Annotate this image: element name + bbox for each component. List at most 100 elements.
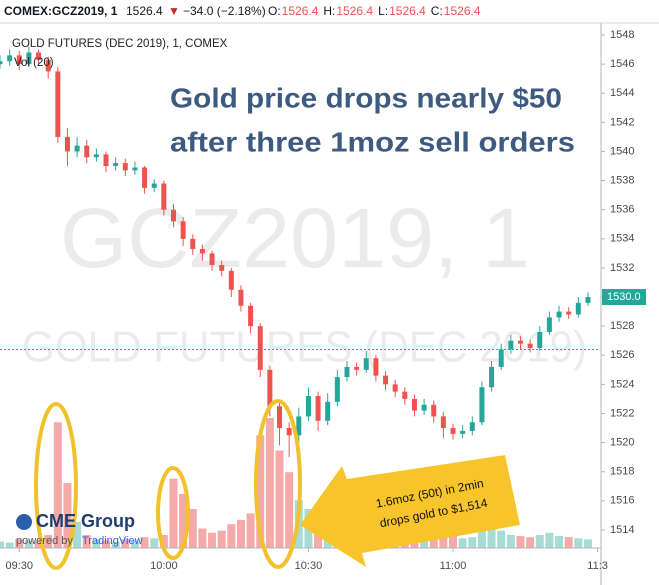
price-marker-label: 1530.0 — [607, 291, 641, 303]
x-tick-label: 09:30 — [6, 560, 34, 572]
credit: powered by — [16, 535, 73, 547]
x-tick-label: 10:30 — [295, 560, 323, 572]
volume-bar — [188, 509, 197, 548]
volume-bar — [526, 537, 535, 548]
candle-body — [238, 289, 244, 306]
candle-body — [315, 396, 321, 421]
y-tick-label: 1518 — [610, 466, 634, 478]
candle-body — [411, 398, 417, 411]
candle-body — [575, 302, 581, 315]
volume-bar — [121, 539, 130, 548]
highlight-ellipse — [34, 402, 78, 570]
candle-body — [170, 209, 176, 222]
volume-bar — [285, 472, 294, 548]
y-tick-label: 1522 — [610, 407, 634, 419]
candle-body — [180, 221, 186, 239]
volume-bar — [468, 537, 477, 548]
y-tick-label: 1534 — [610, 233, 634, 245]
candle-body — [286, 428, 292, 436]
ohlc-value: 1526.4 — [282, 4, 319, 18]
candle-body — [93, 154, 99, 158]
header-ohlc: O: 1526.4 H: 1526.4 L: 1526.4 C: 1526.4 — [268, 4, 481, 18]
candle-body — [151, 183, 157, 188]
volume-bar — [458, 538, 467, 548]
volume-bar — [217, 530, 226, 548]
ohlc-value: 1526.4 — [336, 4, 373, 18]
watermark: GCZ2019, 1 GOLD FUTURES (DEC 2019) — [22, 191, 587, 371]
candle-body — [421, 404, 427, 411]
volume-bar — [111, 541, 120, 548]
candle-body — [219, 265, 225, 271]
volume-bar — [477, 528, 486, 548]
volume-bar — [0, 541, 4, 548]
volume-bar — [555, 536, 564, 548]
y-tick-label: 1516 — [610, 495, 634, 507]
y-tick-label: 1542 — [610, 116, 634, 128]
candle-body — [209, 253, 215, 266]
candle-body — [257, 326, 263, 370]
candle-body — [161, 183, 167, 210]
candle-body — [527, 343, 533, 348]
volume-bar — [236, 519, 245, 548]
volume-bar — [449, 535, 458, 548]
y-tick-label: 1514 — [610, 524, 634, 536]
candle-body — [537, 331, 543, 348]
volume-bar — [73, 522, 82, 548]
header-change: −34.0 (−2.18%) — [183, 4, 266, 18]
volume-bar — [150, 538, 159, 548]
series-title: GOLD FUTURES (DEC 2019), 1, COMEX — [12, 38, 228, 50]
y-tick-label: 1540 — [610, 145, 634, 157]
headline: Gold price drops nearly $50 — [170, 82, 562, 113]
watermark-name: GOLD FUTURES (DEC 2019) — [22, 323, 587, 372]
candle-body — [305, 396, 311, 417]
volume-bar — [265, 418, 274, 548]
volume-bar — [574, 538, 583, 548]
y-tick-label: 1532 — [610, 262, 634, 274]
candle-body — [373, 358, 379, 376]
volume-bar — [429, 536, 438, 548]
volume-bar — [82, 535, 91, 548]
y-tick-label: 1546 — [610, 58, 634, 70]
volume-bar — [564, 537, 573, 548]
candle-body — [489, 366, 495, 388]
candle-body — [354, 366, 360, 370]
volume-bar — [159, 535, 168, 548]
candle-body — [199, 248, 205, 254]
y-tick-label: 1544 — [610, 87, 634, 99]
candle-body — [585, 297, 591, 303]
highlight-ellipse — [156, 466, 190, 560]
volume-bar — [130, 540, 139, 548]
volume-bar — [227, 524, 236, 548]
candle-body — [84, 145, 90, 158]
candle-body — [498, 349, 504, 367]
watermark-symbol: GCZ2019, 1 — [60, 191, 530, 285]
candle-body — [132, 167, 138, 171]
candle-body — [248, 305, 254, 327]
candle-body — [45, 59, 51, 72]
x-tick-label: 10:00 — [150, 560, 178, 572]
candle-body — [566, 311, 572, 315]
y-tick-label: 1524 — [610, 378, 634, 390]
candle-body — [508, 340, 514, 350]
volume-bar — [275, 450, 284, 548]
candle-body — [440, 416, 446, 429]
candle-body — [431, 404, 437, 417]
y-tick-label: 1536 — [610, 204, 634, 216]
candle-body — [190, 238, 196, 249]
callout-arrow — [300, 455, 520, 567]
candle-body — [0, 61, 3, 65]
candle-body — [460, 430, 466, 434]
candle-body — [325, 401, 331, 421]
volume-bar — [34, 541, 43, 548]
x-tick-label: 11:3 — [587, 560, 608, 572]
volume-bar — [246, 513, 255, 548]
candle-body — [334, 377, 340, 402]
candle-body — [450, 428, 456, 434]
header-symbol: COMEX:GCZ2019, 1 — [4, 4, 118, 18]
header-arrow: ▼ — [168, 4, 180, 18]
candle-body — [296, 416, 302, 436]
y-tick-label: 1548 — [610, 29, 634, 41]
volume-bar — [5, 542, 14, 548]
candle-body — [7, 55, 13, 62]
candle-body — [16, 55, 22, 65]
